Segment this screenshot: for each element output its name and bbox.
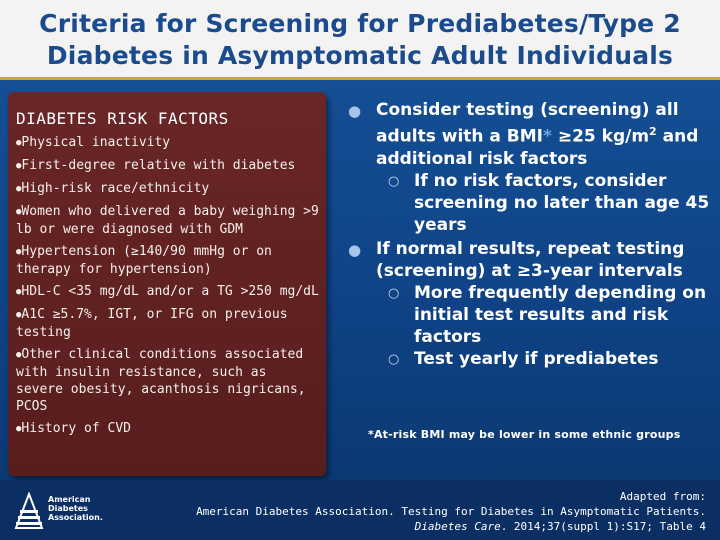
bullet-dot-icon: ● (16, 350, 22, 360)
circle-bullet-icon: ○ (388, 173, 400, 189)
bullet-dot-icon: ● (16, 207, 22, 217)
circle-bullet-icon: ○ (388, 351, 400, 367)
criteria-sub-no-risk: ○ If no risk factors, consider screening… (388, 170, 710, 235)
risk-factor-item: ●Other clinical conditions associated wi… (16, 347, 306, 414)
title-divider (0, 77, 720, 80)
risk-factor-item: ●High-risk race/ethnicity (16, 181, 210, 196)
risk-factors-panel: DIABETES RISK FACTORS ●Physical inactivi… (8, 92, 326, 476)
bullet-dot-icon: ● (16, 287, 22, 297)
risk-factor-item: ●Women who delivered a baby weighing >9 … (16, 204, 319, 237)
footer-bar: American Diabetes Association. Adapted f… (0, 480, 720, 540)
bmi-footnote: *At-risk BMI may be lower in some ethnic… (368, 428, 681, 441)
title-band: Criteria for Screening for Prediabetes/T… (0, 0, 720, 80)
criteria-sub-prediabetes: ○ Test yearly if prediabetes (388, 348, 659, 369)
squared-superscript: 2 (649, 125, 657, 138)
slide-title: Criteria for Screening for Prediabetes/T… (0, 0, 720, 72)
bullet-dot-icon: ● (16, 247, 22, 257)
risk-factor-item: ●Physical inactivity (16, 135, 171, 150)
citation-journal: Diabetes Care (414, 520, 501, 533)
bullet-dot-icon: ● (348, 240, 362, 259)
risk-factors-list: ●Physical inactivity ●First-degree relat… (8, 134, 326, 438)
risk-factor-item: ●HDL-C <35 mg/dL and/or a TG >250 mg/dL (16, 284, 319, 299)
risk-factor-item: ●Hypertension (≥140/90 mmHg or on therap… (16, 244, 272, 277)
bullet-dot-icon: ● (16, 424, 22, 434)
source-citation: Adapted from: American Diabetes Associat… (146, 489, 706, 534)
risk-factor-item: ●First-degree relative with diabetes (16, 158, 296, 173)
citation-reference: . 2014;37(suppl 1):S17; Table 4 (500, 520, 706, 533)
criteria-bullet-repeat: ● If normal results, repeat testing (scr… (348, 238, 685, 281)
risk-factor-item: ●A1C ≥5.7%, IGT, or IFG on previous test… (16, 307, 288, 340)
risk-factors-heading: DIABETES RISK FACTORS (16, 109, 229, 128)
ada-logo: American Diabetes Association. (14, 492, 124, 532)
circle-bullet-icon: ○ (388, 285, 400, 301)
bullet-dot-icon: ● (348, 102, 362, 120)
slide-title-line-1: Criteria for Screening for Prediabetes/T… (39, 9, 681, 38)
bullet-dot-icon: ● (16, 184, 22, 194)
slide-title-line-2: Diabetes in Asymptomatic Adult Individua… (46, 41, 674, 70)
criteria-bullet-testing: ● Consider testing (screening) all adult… (348, 100, 699, 169)
screening-criteria: ● Consider testing (screening) all adult… (348, 99, 714, 370)
criteria-sub-frequency: ○ More frequently depending on initial t… (388, 282, 707, 347)
bullet-dot-icon: ● (16, 310, 22, 320)
ada-logo-icon (14, 492, 44, 529)
bmi-asterisk: * (543, 126, 552, 147)
bullet-dot-icon: ● (16, 138, 22, 148)
ada-logo-text: American Diabetes Association. (48, 495, 103, 522)
bullet-dot-icon: ● (16, 161, 22, 171)
citation-adapted: Adapted from: (619, 490, 706, 503)
citation-source: American Diabetes Association. Testing f… (196, 505, 706, 518)
risk-factor-item: ●History of CVD (16, 421, 131, 436)
